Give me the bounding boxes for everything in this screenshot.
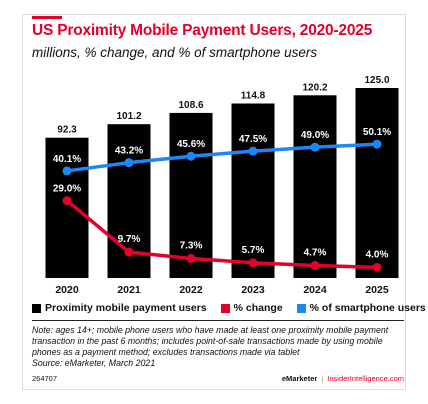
change-point-2024 [310, 260, 320, 270]
notes-divider [32, 320, 404, 321]
bar-2020 [45, 137, 89, 278]
source-text: Source: eMarketer, March 2021 [32, 358, 156, 368]
chart-title: US Proximity Mobile Payment Users, 2020-… [32, 22, 373, 39]
change-point-2023 [248, 258, 258, 268]
change-point-2022 [186, 254, 196, 264]
legend-item-change: % change [220, 302, 283, 314]
legend-label-users: Proximity mobile payment users [45, 302, 207, 314]
bar-2022 [169, 112, 213, 278]
share-point-2025 [372, 139, 382, 149]
change-point-2021 [124, 247, 134, 257]
change-value-label: 5.7% [242, 245, 265, 256]
brand-insider-intelligence: InsiderIntelligence.com [327, 374, 404, 383]
share-point-2023 [248, 146, 258, 156]
change-value-label: 9.7% [118, 234, 141, 245]
share-point-2021 [124, 158, 134, 168]
share-value-label: 50.1% [363, 127, 391, 138]
bar-2025 [355, 88, 399, 278]
bar-value-label: 120.2 [302, 82, 327, 93]
legend-swatch-change [220, 303, 230, 313]
bar-2023 [231, 103, 275, 278]
share-point-2022 [186, 151, 196, 161]
x-tick-label: 2020 [55, 284, 79, 296]
change-line [65, 199, 378, 270]
title-accent-bar [32, 16, 62, 19]
share-point-2020 [62, 166, 72, 176]
legend-item-share: % of smartphone users [296, 302, 426, 314]
x-tick-label: 2023 [241, 284, 265, 296]
x-tick-label: 2022 [179, 284, 203, 296]
change-value-label: 4.7% [304, 247, 327, 258]
change-value-label: 4.0% [366, 249, 389, 260]
legend-swatch-users [32, 303, 41, 313]
brand-separator: | [321, 374, 324, 383]
chart-subtitle: millions, % change, and % of smartphone … [32, 45, 318, 60]
footer-brand: eMarketer | InsiderIntelligence.com [282, 374, 404, 383]
share-value-label: 43.2% [115, 146, 143, 157]
bars-layer [45, 88, 399, 279]
bar-value-label: 125.0 [364, 75, 389, 86]
share-value-label: 49.0% [301, 130, 329, 141]
x-tick-label: 2025 [365, 284, 389, 296]
change-point-2025 [372, 262, 382, 272]
change-value-label: 7.3% [180, 241, 203, 252]
chart-notes: Note: ages 14+; mobile phone users who h… [32, 325, 404, 369]
bar-value-label: 108.6 [178, 100, 203, 111]
legend-label-share: % of smartphone users [309, 302, 426, 314]
brand-emarketer: eMarketer [281, 374, 318, 383]
change-value-label: 29.0% [53, 184, 81, 195]
legend-swatch-share [296, 303, 306, 313]
x-tick-label: 2024 [303, 284, 327, 296]
legend-item-users: Proximity mobile payment users [32, 302, 207, 314]
share-value-label: 45.6% [177, 139, 205, 150]
share-point-2024 [310, 142, 320, 152]
lines-layer [62, 139, 382, 272]
change-point-2020 [62, 196, 72, 206]
x-tick-label: 2021 [117, 284, 141, 296]
legend-label-change: % change [233, 302, 283, 314]
bar-value-label: 114.8 [241, 91, 266, 102]
chart-footer: 264707 eMarketer | InsiderIntelligence.com [32, 374, 404, 383]
labels-layer: 92.3 2020 101.2 2021 108.6 2022 114.8 2023 120.2… [53, 75, 391, 296]
share-value-label: 47.5% [239, 134, 267, 145]
bar-2024 [293, 95, 337, 279]
share-value-label: 40.1% [53, 154, 81, 165]
note-text: Note: ages 14+; mobile phone users who h… [32, 325, 389, 357]
share-line [66, 142, 378, 173]
chart-id: 264707 [32, 374, 58, 383]
chart-legend: Proximity mobile payment users % change … [32, 302, 426, 314]
bar-value-label: 92.3 [57, 125, 77, 136]
bar-value-label: 101.2 [116, 111, 141, 122]
